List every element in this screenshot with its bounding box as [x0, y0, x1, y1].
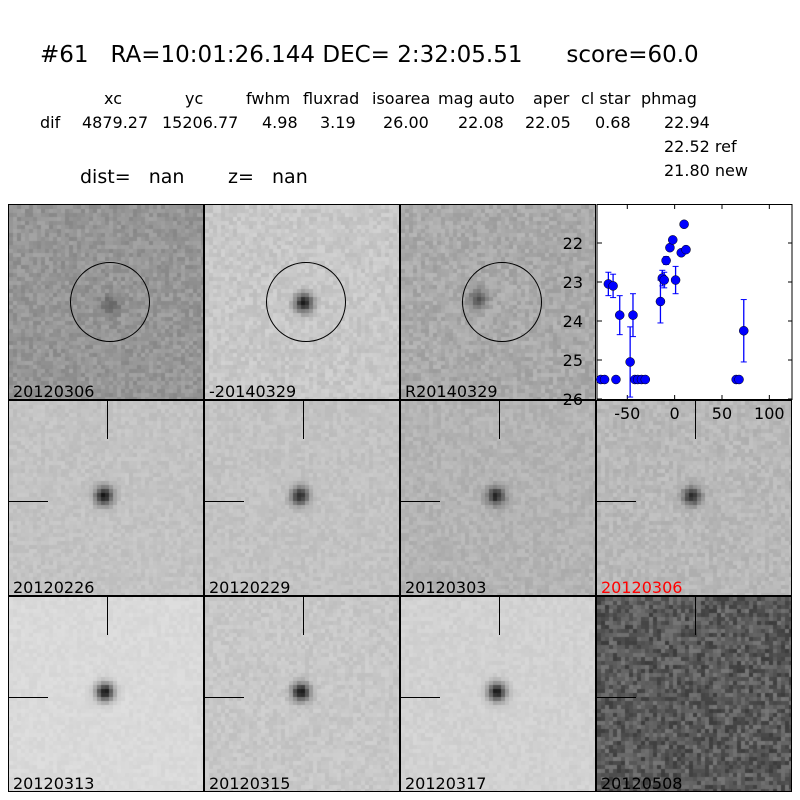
data-point: [656, 297, 665, 306]
column-value: 3.19: [320, 113, 356, 132]
x-tick-label: 0: [670, 404, 680, 423]
stamp-date-label: -20140329: [209, 382, 296, 400]
image-stamp: -20140329: [204, 204, 400, 400]
data-point: [641, 375, 650, 384]
plot-area: [597, 205, 792, 400]
stamp-date-label: 20120226: [13, 578, 94, 596]
stamp-date-label: 20120315: [209, 774, 290, 792]
crosshair-marker: [205, 501, 244, 502]
x-tick-label: -50: [614, 404, 640, 423]
stamp-date-label: 20120306: [601, 578, 682, 596]
data-point: [671, 276, 680, 285]
column-header: fwhm: [246, 89, 290, 108]
image-stamp: 20120315: [204, 596, 400, 792]
dec-value: DEC= 2:32:05.51: [322, 42, 522, 68]
data-point: [680, 220, 689, 229]
new-mag: 21.80 new: [664, 161, 748, 180]
candidate-id: #61: [40, 42, 89, 68]
y-tick-label: 25: [563, 351, 583, 370]
light-curve-chart: 22 23 24 25 26 -50 0 50 100: [556, 204, 796, 434]
stamp-date-label: R20140329: [405, 382, 498, 400]
aperture-circle: [266, 262, 346, 342]
crosshair-marker: [205, 697, 244, 698]
column-header: yc: [185, 89, 203, 108]
crosshair-marker: [499, 401, 500, 439]
score-value: score=60.0: [566, 42, 698, 68]
column-header: mag auto: [438, 89, 515, 108]
ref-mag: 22.52 ref: [664, 137, 737, 156]
image-stamp: 20120317: [400, 596, 596, 792]
data-point: [668, 235, 677, 244]
crosshair-marker: [9, 501, 48, 502]
stamp-date-label: 20120313: [13, 774, 94, 792]
column-value: 22.94: [664, 113, 710, 132]
y-tick-label: 23: [563, 273, 583, 292]
crosshair-marker: [597, 697, 636, 698]
column-header: isoarea: [372, 89, 430, 108]
column-header: cl star: [581, 89, 630, 108]
image-stamp: 20120508: [596, 596, 792, 792]
dist-value: dist= nan: [80, 166, 184, 188]
x-tick-label: 50: [712, 404, 732, 423]
crosshair-marker: [303, 597, 304, 635]
stamp-date-label: 20120317: [405, 774, 486, 792]
crosshair-marker: [597, 501, 636, 502]
column-value: 22.08: [458, 113, 504, 132]
column-value: 26.00: [383, 113, 429, 132]
stamp-date-label: 20120508: [601, 774, 682, 792]
data-point: [735, 375, 744, 384]
image-stamp: 20120229: [204, 400, 400, 596]
figure-title: #61 RA=10:01:26.144 DEC= 2:32:05.51 scor…: [40, 42, 699, 68]
column-value: 22.05: [525, 113, 571, 132]
aperture-circle: [70, 262, 150, 342]
x-tick-label: 100: [754, 404, 785, 423]
data-point: [628, 311, 637, 320]
data-point: [660, 276, 669, 285]
crosshair-marker: [499, 597, 500, 635]
column-value: 4879.27: [82, 113, 148, 132]
data-point: [615, 311, 624, 320]
z-value: z= nan: [228, 166, 308, 188]
data-point: [682, 245, 691, 254]
column-header: fluxrad: [303, 89, 359, 108]
crosshair-marker: [9, 697, 48, 698]
data-point: [626, 357, 635, 366]
image-stamp: 20120226: [8, 400, 204, 596]
image-stamp: 20120306: [8, 204, 204, 400]
column-header: aper: [533, 89, 569, 108]
crosshair-marker: [401, 501, 440, 502]
image-stamp: 20120313: [8, 596, 204, 792]
stamp-date-label: 20120306: [13, 382, 94, 400]
data-point: [600, 375, 609, 384]
ra-value: RA=10:01:26.144: [110, 42, 315, 68]
data-point: [662, 256, 671, 265]
aperture-circle: [462, 262, 542, 342]
crosshair-marker: [303, 401, 304, 439]
column-value: 4.98: [262, 113, 298, 132]
data-point: [739, 326, 748, 335]
stamp-date-label: 20120229: [209, 578, 290, 596]
column-value: 15206.77: [162, 113, 238, 132]
column-value: 0.68: [595, 113, 631, 132]
crosshair-marker: [107, 401, 108, 439]
crosshair-marker: [401, 697, 440, 698]
stamp-date-label: 20120303: [405, 578, 486, 596]
data-point: [611, 375, 620, 384]
y-tick-label: 24: [563, 312, 583, 331]
y-tick-label: 22: [563, 234, 583, 253]
crosshair-marker: [695, 597, 696, 635]
y-tick-label: 26: [563, 390, 583, 409]
column-header: xc: [104, 89, 122, 108]
row-label: dif: [40, 113, 60, 132]
crosshair-marker: [107, 597, 108, 635]
column-header: phmag: [641, 89, 697, 108]
data-point: [609, 281, 618, 290]
